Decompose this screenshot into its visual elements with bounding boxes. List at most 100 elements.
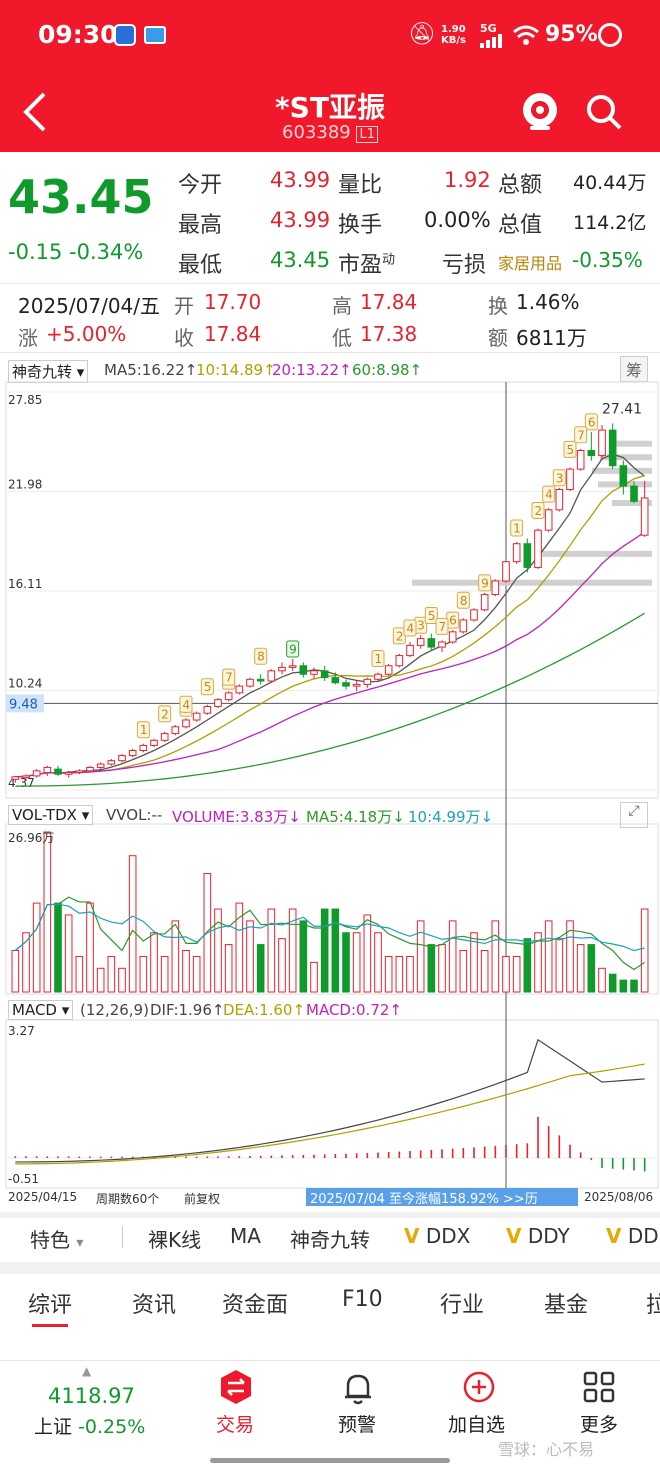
watchlist-label[interactable]: 加自选: [448, 1414, 506, 1436]
candle-body: [54, 768, 62, 775]
candle-body: [523, 543, 532, 568]
low-label: 最低: [178, 253, 223, 278]
detail-turn-label: 换: [488, 294, 508, 318]
indicator-dd[interactable]: V DD: [606, 1224, 659, 1248]
more-grid-icon[interactable]: [582, 1370, 616, 1404]
indicator-ma[interactable]: MA: [230, 1224, 261, 1248]
trade-label[interactable]: 交易: [216, 1414, 255, 1436]
volume-bar: [544, 920, 553, 993]
bell-icon[interactable]: [340, 1370, 376, 1406]
trade-icon[interactable]: [218, 1368, 254, 1406]
candle-body: [416, 638, 425, 646]
stock-chart[interactable]: 27.8521.9816.1110.244.379.4827.411234567…: [0, 380, 660, 1210]
nine-turn-count: 2: [161, 707, 169, 721]
volume-indicator-select[interactable]: VOL-TDX ▾: [8, 805, 94, 825]
crosshair-price-tag: [6, 694, 44, 713]
price-change: -0.15 -0.34%: [8, 240, 144, 264]
indicator-ddy[interactable]: V DDY: [506, 1224, 570, 1248]
tab-news[interactable]: 资讯: [132, 1293, 177, 1318]
nine-turn-count: 7: [225, 671, 233, 685]
candle-body: [502, 561, 510, 582]
indicator-bare-k[interactable]: 裸K线: [148, 1228, 202, 1252]
volume-bar: [128, 855, 137, 993]
battery-level: 95%: [545, 22, 598, 47]
nine-turn-badge: [158, 705, 172, 723]
tab-f10[interactable]: F10: [342, 1287, 383, 1312]
chip-distribution-button[interactable]: 筹: [620, 356, 648, 382]
volume-bar: [640, 908, 649, 993]
index-value[interactable]: 4118.97: [48, 1384, 135, 1408]
ma60-line: [15, 612, 646, 787]
stock-title: *ST亚振: [275, 91, 385, 124]
nine-turn-count: 4: [407, 622, 415, 636]
volume-bar: [288, 908, 297, 993]
detail-low: 17.38: [360, 322, 418, 346]
ma20-line: [15, 531, 646, 778]
detail-amt: 6811万: [516, 326, 587, 350]
candle-body: [246, 678, 254, 687]
indicator-nine-turn[interactable]: 神奇九转: [290, 1228, 370, 1252]
candle-body: [534, 529, 542, 568]
tab-review[interactable]: 综评: [28, 1293, 73, 1318]
stock-code: 603389 L1: [0, 122, 660, 143]
volume-bar: [11, 950, 20, 993]
sector-name[interactable]: 家居用品: [498, 254, 563, 273]
wifi-icon: [513, 25, 539, 45]
tab-capital[interactable]: 资金面: [222, 1293, 289, 1318]
volume-bar: [630, 979, 638, 993]
detail-high-label: 高: [332, 294, 352, 318]
detail-chg-label: 涨: [18, 326, 38, 350]
divider: [122, 1226, 123, 1248]
add-watchlist-icon[interactable]: [462, 1370, 496, 1404]
search-icon[interactable]: [584, 92, 624, 132]
alert-label[interactable]: 预警: [338, 1414, 377, 1436]
volume-bar: [331, 908, 340, 993]
network-type: 5G: [480, 22, 497, 35]
candle-body: [320, 670, 329, 679]
volume-bar: [160, 955, 169, 993]
mascot-icon[interactable]: [518, 88, 562, 132]
range-icon: 历: [524, 1192, 538, 1207]
candle-body: [150, 739, 158, 746]
vol-ratio-value: 1.92: [444, 168, 491, 192]
range-gain-banner[interactable]: 2025/07/04 至今涨幅158.92% >>历: [306, 1188, 578, 1207]
more-label[interactable]: 更多: [580, 1414, 619, 1436]
tab-industry[interactable]: 行业: [440, 1293, 485, 1318]
tab-more[interactable]: 拉: [646, 1293, 660, 1318]
detail-high: 17.84: [360, 290, 418, 314]
candle-body: [598, 429, 606, 457]
candle-body: [576, 449, 585, 470]
nine-turn-count: 9: [289, 642, 297, 656]
nine-turn-count: 6: [588, 415, 596, 429]
macd-indicator-select[interactable]: MACD ▾: [8, 1000, 74, 1020]
adjust-mode[interactable]: 前复权: [184, 1192, 221, 1206]
indicator-ddx[interactable]: V DDX: [404, 1224, 471, 1248]
tab-fund[interactable]: 基金: [544, 1293, 589, 1318]
nine-turn-count: 3: [556, 471, 564, 485]
expand-icon[interactable]: ⤢: [620, 802, 648, 828]
high-value: 43.99: [270, 208, 331, 232]
candle-body: [96, 763, 105, 768]
status-time: 09:30: [38, 20, 118, 49]
mute-bell-icon: 🔕︎: [408, 22, 436, 47]
volume-bar: [171, 920, 180, 993]
back-arrow-icon[interactable]: [22, 92, 48, 132]
candle-body: [470, 609, 478, 621]
volume-bar: [448, 920, 457, 993]
volume-bar: [43, 831, 52, 993]
volume-bar: [299, 920, 308, 993]
index-name[interactable]: 上证 -0.25%: [34, 1416, 146, 1438]
net-speed: 1.90 KB/s: [441, 24, 466, 46]
candle-body: [384, 665, 393, 675]
volume-bar: [619, 979, 628, 993]
volume-bar: [534, 932, 542, 993]
volume-bar: [438, 944, 446, 993]
candle-body: [374, 673, 382, 680]
nine-turn-badge: [552, 469, 566, 487]
detail-low-label: 低: [332, 326, 352, 350]
volume-bar: [214, 908, 222, 993]
pe-value: 亏损: [442, 253, 487, 278]
pe-label: 市盈动: [338, 252, 396, 278]
low-value: 43.45: [270, 248, 331, 272]
special-dropdown[interactable]: 特色 ▾: [30, 1228, 84, 1252]
